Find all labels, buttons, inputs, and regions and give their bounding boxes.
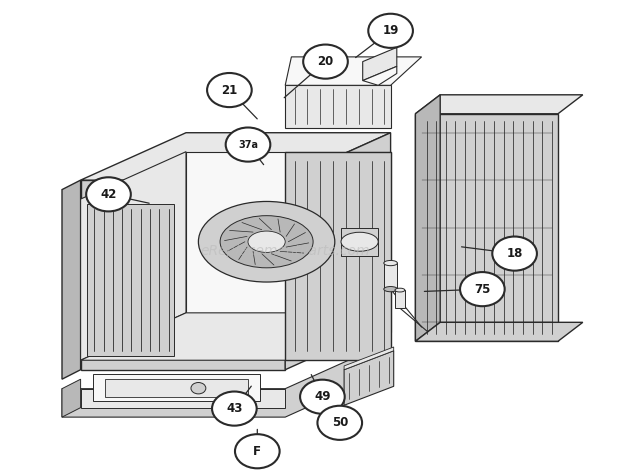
Text: 18: 18 (507, 247, 523, 260)
Text: 21: 21 (221, 83, 237, 97)
Polygon shape (415, 95, 583, 114)
Polygon shape (62, 379, 81, 417)
Polygon shape (81, 180, 285, 370)
Polygon shape (344, 347, 394, 370)
Polygon shape (344, 351, 394, 405)
Polygon shape (93, 374, 260, 401)
Circle shape (235, 434, 280, 468)
Polygon shape (81, 133, 391, 180)
Circle shape (191, 383, 206, 394)
Circle shape (226, 128, 270, 162)
Polygon shape (341, 228, 378, 256)
Polygon shape (81, 152, 186, 360)
Polygon shape (363, 47, 397, 81)
Circle shape (86, 177, 131, 211)
Text: 49: 49 (314, 390, 330, 403)
Polygon shape (415, 322, 583, 341)
Polygon shape (285, 152, 391, 360)
Polygon shape (384, 263, 397, 289)
Polygon shape (81, 389, 285, 408)
Polygon shape (62, 180, 81, 379)
Ellipse shape (384, 261, 397, 265)
Text: 19: 19 (383, 24, 399, 37)
Polygon shape (415, 95, 440, 341)
Polygon shape (62, 341, 391, 417)
Circle shape (207, 73, 252, 107)
Polygon shape (87, 204, 174, 356)
Circle shape (303, 45, 348, 79)
Circle shape (492, 237, 537, 271)
Polygon shape (285, 133, 391, 370)
Text: F: F (254, 445, 261, 458)
Ellipse shape (395, 288, 405, 292)
Ellipse shape (341, 232, 378, 251)
Circle shape (300, 380, 345, 414)
Polygon shape (415, 114, 558, 341)
Text: 75: 75 (474, 283, 490, 296)
Polygon shape (81, 313, 391, 360)
Circle shape (368, 14, 413, 48)
Polygon shape (186, 152, 391, 332)
Polygon shape (285, 85, 391, 128)
Circle shape (317, 406, 362, 440)
Text: 42: 42 (100, 188, 117, 201)
Circle shape (212, 392, 257, 426)
Text: eReplacementParts.com: eReplacementParts.com (200, 244, 370, 258)
Text: 37a: 37a (238, 139, 258, 150)
Polygon shape (395, 290, 405, 308)
Text: 43: 43 (226, 402, 242, 415)
Circle shape (460, 272, 505, 306)
Text: 50: 50 (332, 416, 348, 429)
Polygon shape (105, 379, 248, 397)
Polygon shape (285, 57, 422, 85)
Ellipse shape (220, 216, 313, 268)
Ellipse shape (198, 201, 335, 282)
Ellipse shape (248, 231, 285, 252)
Text: 20: 20 (317, 55, 334, 68)
Polygon shape (363, 66, 397, 85)
Ellipse shape (384, 286, 397, 292)
